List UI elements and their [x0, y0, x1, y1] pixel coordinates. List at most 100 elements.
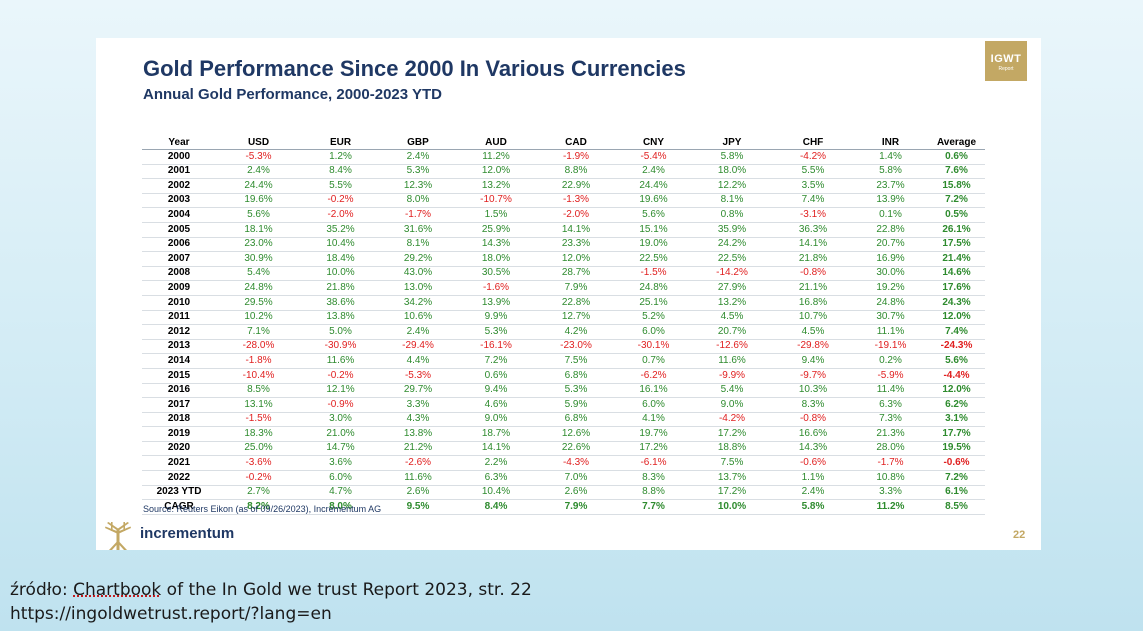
- value-cell: 14.3%: [456, 237, 536, 253]
- value-cell: -1.9%: [536, 149, 616, 165]
- value-cell: 20.7%: [853, 237, 928, 253]
- value-cell: 4.6%: [456, 397, 536, 413]
- value-cell: 2.7%: [216, 485, 301, 501]
- value-cell: 12.0%: [536, 251, 616, 267]
- value-cell: -0.9%: [301, 397, 380, 413]
- year-cell: 2021: [142, 455, 216, 472]
- value-cell: 21.2%: [380, 441, 456, 457]
- value-cell: 3.3%: [380, 397, 456, 413]
- value-cell: 7.3%: [853, 412, 928, 428]
- value-cell: 9.5%: [380, 499, 456, 515]
- value-cell: 24.4%: [216, 178, 301, 194]
- value-cell: 6.8%: [536, 368, 616, 384]
- value-cell: 6.3%: [853, 397, 928, 413]
- year-cell: 2004: [142, 207, 216, 223]
- value-cell: 0.1%: [853, 207, 928, 223]
- value-cell: 21.3%: [853, 426, 928, 442]
- year-cell: 2023 YTD: [142, 485, 216, 501]
- value-cell: 13.8%: [301, 310, 380, 326]
- table-row: 2007 30.9% 18.4% 29.2% 18.0% 12.0% 22.5% 22.5% 2…: [142, 251, 985, 267]
- slide-title: Gold Performance Since 2000 In Various C…: [143, 56, 686, 81]
- value-cell: 43.0%: [380, 266, 456, 282]
- value-cell: 0.2%: [853, 353, 928, 369]
- average-cell: 26.1%: [928, 222, 985, 238]
- table-row: 2010 29.5% 38.6% 34.2% 13.9% 22.8% 25.1% 13.2% 1…: [142, 295, 985, 311]
- value-cell: 7.9%: [536, 499, 616, 515]
- value-cell: -0.2%: [301, 193, 380, 209]
- value-cell: -10.4%: [216, 368, 301, 384]
- value-cell: 2.2%: [456, 455, 536, 472]
- value-cell: 29.5%: [216, 295, 301, 311]
- value-cell: 18.8%: [691, 441, 773, 457]
- value-cell: 2.6%: [536, 485, 616, 501]
- badge-subtitle: Report: [998, 66, 1014, 72]
- value-cell: 4.5%: [691, 310, 773, 326]
- source-note: Source: Reuters Eikon (as of 09/26/2023)…: [143, 504, 382, 514]
- value-cell: 19.0%: [616, 237, 691, 253]
- value-cell: -1.5%: [216, 412, 301, 428]
- table-row: 2013 -28.0% -30.9% -29.4% -16.1% -23.0% -30.1%…: [142, 339, 985, 355]
- column-header-cad: CAD: [536, 134, 616, 150]
- value-cell: 2.4%: [380, 149, 456, 165]
- caption: źródło: Chartbook of the In Gold we trus…: [10, 578, 532, 626]
- value-cell: 9.4%: [773, 353, 853, 369]
- value-cell: 25.1%: [616, 295, 691, 311]
- value-cell: 11.4%: [853, 383, 928, 399]
- value-cell: -0.6%: [773, 455, 853, 472]
- value-cell: 9.9%: [456, 310, 536, 326]
- value-cell: 22.8%: [536, 295, 616, 311]
- average-cell: 5.6%: [928, 353, 985, 369]
- value-cell: 22.9%: [536, 178, 616, 194]
- value-cell: 1.2%: [301, 149, 380, 165]
- value-cell: 14.7%: [301, 441, 380, 457]
- year-cell: 2015: [142, 368, 216, 384]
- year-cell: 2001: [142, 164, 216, 180]
- value-cell: 7.5%: [536, 353, 616, 369]
- value-cell: 30.5%: [456, 266, 536, 282]
- value-cell: 7.2%: [456, 353, 536, 369]
- value-cell: -10.7%: [456, 193, 536, 209]
- value-cell: -23.0%: [536, 339, 616, 355]
- value-cell: 8.4%: [456, 499, 536, 515]
- chartbook-link[interactable]: Chartbook: [73, 580, 162, 600]
- table-header-row: Year USD EUR GBP AUD CAD CNY JPY CHF INR Average: [142, 134, 985, 150]
- value-cell: 5.6%: [216, 207, 301, 223]
- value-cell: 10.4%: [301, 237, 380, 253]
- value-cell: 5.3%: [456, 324, 536, 340]
- value-cell: 8.3%: [773, 397, 853, 413]
- value-cell: 7.9%: [536, 280, 616, 296]
- value-cell: 7.5%: [691, 455, 773, 472]
- value-cell: 10.2%: [216, 310, 301, 326]
- value-cell: 10.7%: [773, 310, 853, 326]
- value-cell: 11.2%: [456, 149, 536, 165]
- table-row: 2002 24.4% 5.5% 12.3% 13.2% 22.9% 24.4% 12.2% 3.…: [142, 178, 985, 194]
- value-cell: -5.3%: [216, 149, 301, 165]
- value-cell: 12.3%: [380, 178, 456, 194]
- value-cell: -19.1%: [853, 339, 928, 355]
- value-cell: 5.2%: [616, 310, 691, 326]
- average-cell: 17.5%: [928, 237, 985, 253]
- average-cell: 7.6%: [928, 164, 985, 180]
- table-row: 2016 8.5% 12.1% 29.7% 9.4% 5.3% 16.1% 5.4% 10.3%…: [142, 383, 985, 399]
- value-cell: -28.0%: [216, 339, 301, 355]
- value-cell: 3.5%: [773, 178, 853, 194]
- value-cell: -0.8%: [773, 266, 853, 282]
- value-cell: 31.6%: [380, 222, 456, 238]
- value-cell: 23.3%: [536, 237, 616, 253]
- value-cell: 5.5%: [301, 178, 380, 194]
- value-cell: 1.1%: [773, 470, 853, 486]
- value-cell: 21.0%: [301, 426, 380, 442]
- value-cell: 4.1%: [616, 412, 691, 428]
- value-cell: 16.1%: [616, 383, 691, 399]
- table-body: 2000 -5.3% 1.2% 2.4% 11.2% -1.9% -5.4% 5.8% -4.2…: [142, 149, 985, 515]
- value-cell: 21.1%: [773, 280, 853, 296]
- value-cell: 12.7%: [536, 310, 616, 326]
- value-cell: 8.0%: [380, 193, 456, 209]
- value-cell: 13.9%: [853, 193, 928, 209]
- report-slide: Gold Performance Since 2000 In Various C…: [96, 38, 1041, 550]
- caption-url[interactable]: https://ingoldwetrust.report/?lang=en: [10, 604, 332, 624]
- value-cell: -12.6%: [691, 339, 773, 355]
- column-header-jpy: JPY: [691, 134, 773, 150]
- value-cell: -9.7%: [773, 368, 853, 384]
- average-cell: -4.4%: [928, 368, 985, 384]
